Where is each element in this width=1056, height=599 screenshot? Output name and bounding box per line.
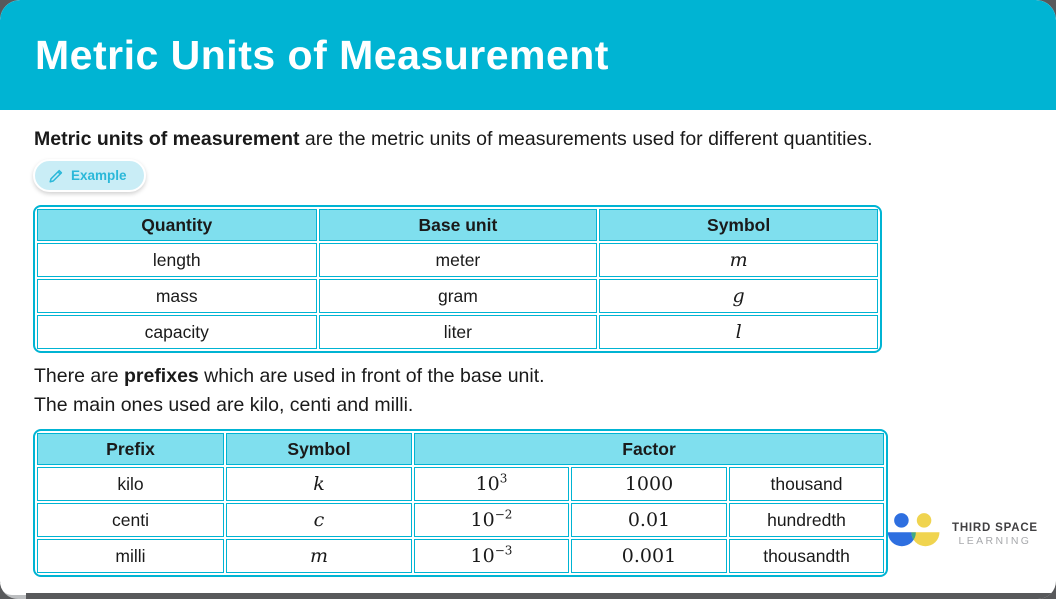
col-header-factor: Factor bbox=[414, 433, 885, 465]
power-base: 10 bbox=[475, 473, 500, 495]
cell-word: thousand bbox=[729, 467, 885, 501]
pencil-icon bbox=[49, 169, 63, 183]
cell-symbol: l bbox=[599, 315, 878, 349]
cell-prefix: kilo bbox=[37, 467, 224, 501]
cell-base-unit: gram bbox=[318, 279, 598, 313]
table-row: capacity liter l bbox=[37, 315, 878, 349]
cell-symbol: m bbox=[226, 539, 412, 573]
cell-quantity: mass bbox=[37, 279, 317, 313]
people-logo-icon bbox=[887, 513, 940, 547]
prefix-header-row: Prefix Symbol Factor bbox=[37, 433, 885, 465]
cell-power: 10−2 bbox=[414, 503, 569, 537]
cell-symbol: c bbox=[226, 503, 412, 537]
cell-power: 103 bbox=[414, 467, 569, 501]
header-banner: Metric Units of Measurement bbox=[0, 0, 1056, 110]
prefix-line2: The main ones used are kilo, centi and m… bbox=[34, 394, 414, 416]
col-header-quantity: Quantity bbox=[37, 209, 317, 241]
base-units-header-row: Quantity Base unit Symbol bbox=[37, 209, 878, 241]
cell-value: 0.001 bbox=[571, 539, 727, 573]
cell-word: hundredth bbox=[729, 503, 885, 537]
prefix-line1-bold: prefixes bbox=[123, 365, 199, 387]
cell-prefix: milli bbox=[37, 539, 224, 573]
intro-bold-text: Metric units of measurement bbox=[34, 128, 300, 150]
table-row: kilo k 103 1000 thousand bbox=[37, 467, 885, 501]
cell-value: 1000 bbox=[571, 467, 727, 501]
power-exponent: −2 bbox=[494, 507, 513, 522]
cell-quantity: length bbox=[37, 243, 317, 277]
bottom-shadow-band bbox=[0, 583, 1056, 599]
cell-value: 0.01 bbox=[571, 503, 727, 537]
page-title: Metric Units of Measurement bbox=[35, 31, 609, 78]
table-row: length meter m bbox=[37, 243, 878, 277]
cell-symbol: g bbox=[599, 279, 878, 313]
col-header-symbol: Symbol bbox=[599, 209, 878, 241]
table-row: centi c 10−2 0.01 hundredth bbox=[37, 503, 885, 537]
table-row: milli m 10−3 0.001 thousandth bbox=[37, 539, 885, 573]
power-exponent: 3 bbox=[499, 471, 508, 486]
prefix-line1-pre: There are bbox=[34, 365, 124, 387]
col-header-base-unit: Base unit bbox=[318, 209, 598, 241]
prefix-table: Prefix Symbol Factor kilo k 103 1000 tho… bbox=[33, 429, 889, 577]
logo-line1: THIRD SPACE bbox=[952, 521, 1038, 534]
col-header-symbol: Symbol bbox=[226, 433, 412, 465]
power-base: 10 bbox=[470, 509, 495, 531]
example-badge[interactable]: Example bbox=[33, 159, 146, 192]
logo-line2: LEARNING bbox=[958, 534, 1032, 547]
example-badge-label: Example bbox=[71, 168, 127, 183]
cell-power: 10−3 bbox=[414, 539, 569, 573]
logo-wordmark: THIRD SPACE LEARNING bbox=[952, 522, 1038, 547]
power-base: 10 bbox=[470, 545, 495, 567]
col-header-prefix: Prefix bbox=[37, 433, 224, 465]
cell-prefix: centi bbox=[37, 503, 224, 537]
third-space-learning-logo: THIRD SPACE LEARNING bbox=[886, 512, 1038, 556]
cell-base-unit: liter bbox=[318, 315, 598, 349]
cell-quantity: capacity bbox=[37, 315, 317, 349]
table-row: mass gram g bbox=[37, 279, 878, 313]
prefix-line1-post: which are used in front of the base unit… bbox=[198, 365, 545, 387]
prefix-intro-text: There are prefixes which are used in fro… bbox=[34, 362, 545, 420]
cell-symbol: k bbox=[226, 467, 412, 501]
base-units-table: Quantity Base unit Symbol length meter m… bbox=[33, 205, 882, 353]
bottom-left-corner bbox=[0, 583, 26, 599]
intro-rest-text: are the metric units of measurements use… bbox=[299, 128, 873, 150]
bottom-left-corner-inner bbox=[0, 583, 26, 595]
power-exponent: −3 bbox=[494, 543, 513, 558]
cell-base-unit: meter bbox=[318, 243, 598, 277]
cell-symbol: m bbox=[599, 243, 878, 277]
intro-text: Metric units of measurement are the metr… bbox=[34, 128, 873, 151]
cell-word: thousandth bbox=[729, 539, 885, 573]
